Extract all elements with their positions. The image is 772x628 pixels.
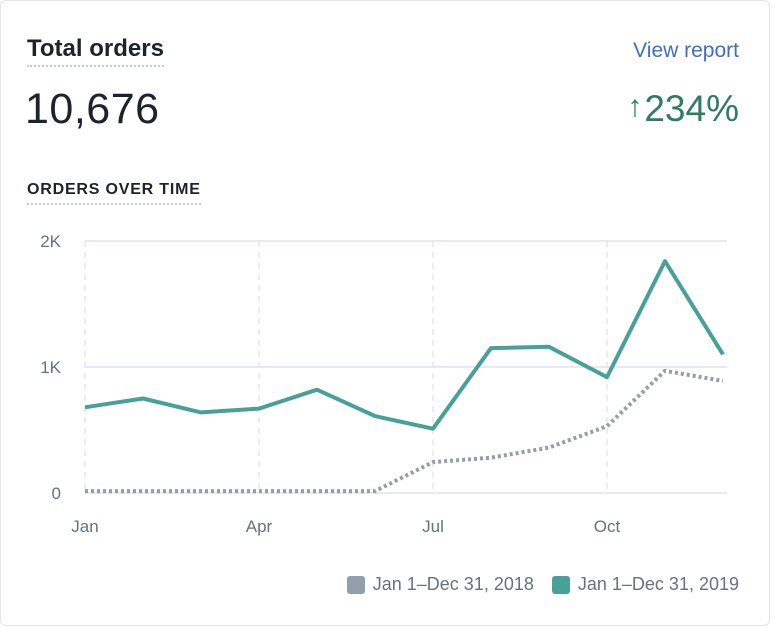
x-tick-label: Jul <box>422 517 444 536</box>
legend-swatch-2019 <box>551 575 570 594</box>
legend-item-2018[interactable]: Jan 1–Dec 31, 2018 <box>346 574 534 595</box>
delta-value: 234% <box>644 88 739 129</box>
orders-over-time-chart: 0 1K 2K Jan Apr Jul Oct <box>40 232 727 536</box>
delta-percent: ↑ 234% <box>627 85 739 133</box>
chart-legend: Jan 1–Dec 31, 2018 Jan 1–Dec 31, 2019 <box>346 574 739 595</box>
legend-label-2018: Jan 1–Dec 31, 2018 <box>372 574 534 594</box>
x-tick-label: Oct <box>594 517 621 536</box>
legend-item-2019[interactable]: Jan 1–Dec 31, 2019 <box>551 574 739 595</box>
y-tick-label: 1K <box>40 358 61 377</box>
card-title[interactable]: Total orders <box>27 35 164 67</box>
chart-section-label[interactable]: ORDERS OVER TIME <box>27 180 201 205</box>
y-tick-label: 2K <box>40 232 61 251</box>
x-tick-label: Jan <box>71 517 98 536</box>
series-line-2019 <box>84 259 725 431</box>
total-orders-value: 10,676 <box>25 85 160 133</box>
x-tick-label: Apr <box>246 517 273 536</box>
view-report-link[interactable]: View report <box>633 39 739 62</box>
series-line-2018 <box>85 368 724 494</box>
legend-label-2019: Jan 1–Dec 31, 2019 <box>577 574 739 594</box>
y-tick-label: 0 <box>52 484 61 503</box>
arrow-up-icon: ↑ <box>627 90 643 123</box>
legend-swatch-2018 <box>346 575 365 594</box>
